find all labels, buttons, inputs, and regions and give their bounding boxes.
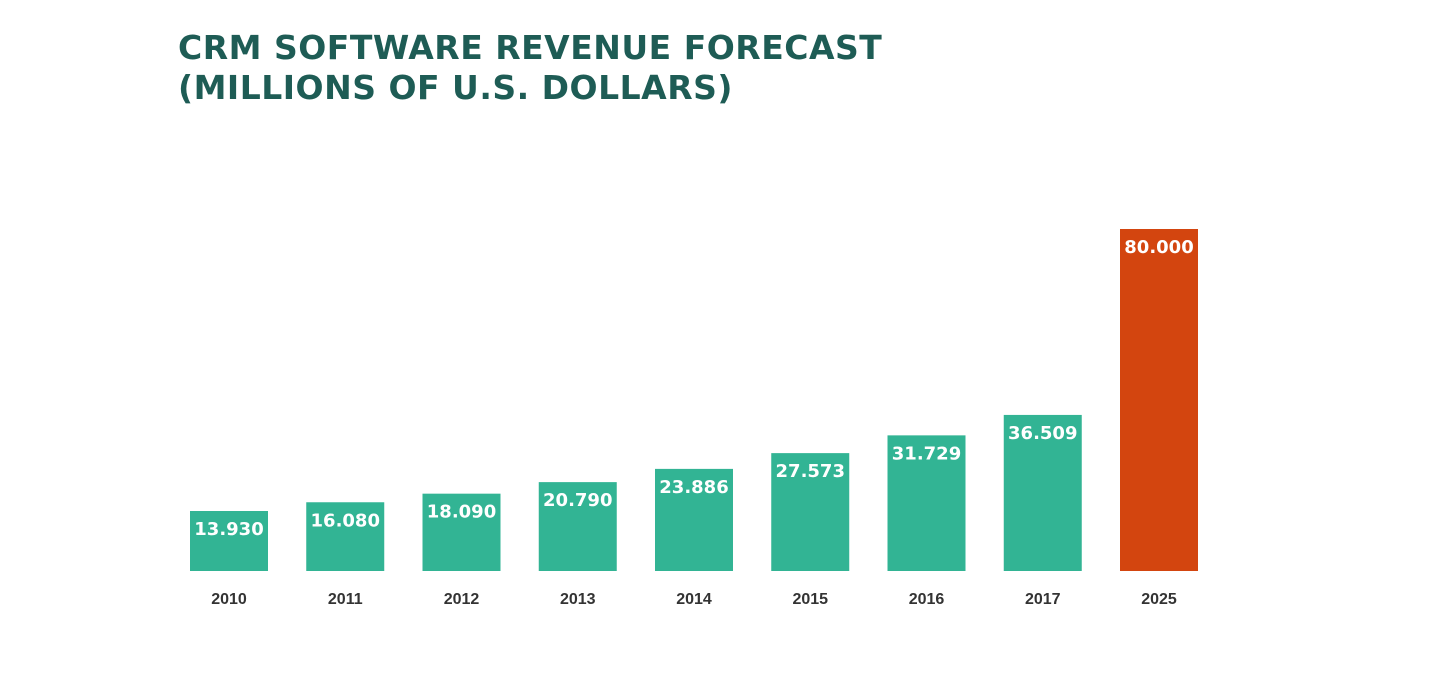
- bar-2011: [306, 502, 385, 571]
- x-tick-label-2015: 2015: [792, 591, 828, 608]
- x-tick-label-2010: 2010: [211, 591, 247, 608]
- x-tick-label-2025: 2025: [1141, 591, 1177, 608]
- bar-2010: [190, 511, 268, 571]
- bar-2015: [771, 453, 850, 571]
- data-label-2013: 20.790: [543, 490, 612, 511]
- bar-2025: [1120, 229, 1198, 571]
- data-label-2016: 31.729: [892, 443, 961, 464]
- x-tick-label-2011: 2011: [328, 591, 363, 608]
- bar-2012: [422, 493, 501, 571]
- chart-title-line-2: (MILLIONS OF U.S. DOLLARS): [178, 68, 733, 107]
- x-tick-label-2013: 2013: [560, 591, 596, 608]
- x-tick-label-2014: 2014: [676, 591, 712, 608]
- data-label-2017: 36.509: [1008, 423, 1077, 444]
- chart-title-line-1: CRM SOFTWARE REVENUE FORECAST: [178, 28, 883, 67]
- data-label-2025: 80.000: [1124, 237, 1193, 258]
- data-label-2012: 18.090: [427, 502, 496, 523]
- x-tick-label-2012: 2012: [444, 591, 480, 608]
- x-tick-label-2017: 2017: [1025, 591, 1061, 608]
- data-label-2015: 27.573: [776, 461, 845, 482]
- data-label-2010: 13.930: [194, 519, 263, 540]
- chart-title: CRM SOFTWARE REVENUE FORECAST (MILLIONS …: [178, 28, 882, 108]
- bar-2014: [655, 468, 733, 571]
- bar-2013: [538, 482, 617, 571]
- data-label-2011: 16.080: [311, 510, 380, 531]
- x-tick-label-2016: 2016: [909, 591, 945, 608]
- data-label-2014: 23.886: [659, 477, 728, 498]
- bar-2016: [887, 435, 966, 571]
- bar-2017: [1003, 414, 1082, 571]
